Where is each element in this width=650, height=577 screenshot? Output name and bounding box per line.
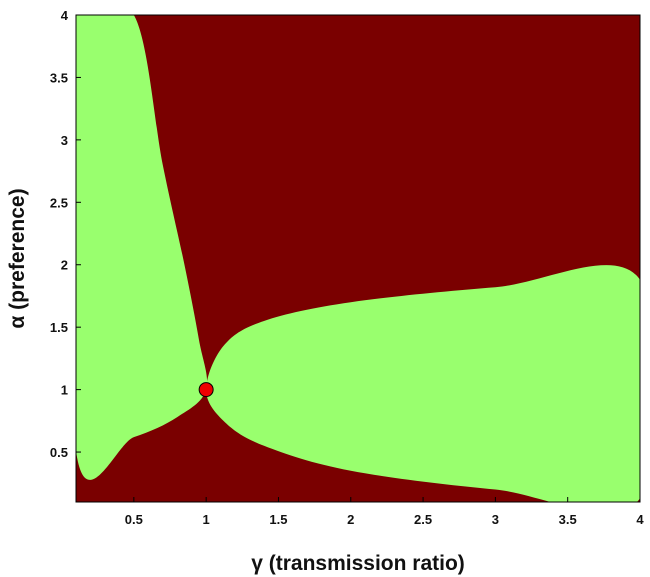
y-tick-label: 2 <box>61 258 68 273</box>
y-axis-ticks: 0.5 1 1.5 2 2.5 3 3.5 4 <box>50 8 81 460</box>
region-1 <box>76 15 208 480</box>
plot-border <box>75 14 641 503</box>
x-tick-label: 1.5 <box>269 512 287 527</box>
points-layer <box>198 382 214 398</box>
x-tick-label: 2.5 <box>414 512 432 527</box>
x-axis-label: γ (transmission ratio) <box>251 552 465 575</box>
y-tick-label: 4 <box>61 8 69 23</box>
y-tick-label: 2.5 <box>50 195 68 210</box>
y-tick-label: 3 <box>61 133 68 148</box>
y-tick-label: 3.5 <box>50 70 68 85</box>
y-tick-label: 1.5 <box>50 320 68 335</box>
regions-layer <box>76 15 640 502</box>
y-tick-label: 0.5 <box>50 445 68 460</box>
x-tick-label: 1 <box>203 512 210 527</box>
x-tick-label: 0.5 <box>125 512 143 527</box>
x-tick-label: 4 <box>636 512 644 527</box>
marker-point-1 <box>198 382 214 398</box>
y-tick-label: 1 <box>61 383 68 398</box>
region-2 <box>206 265 640 502</box>
x-axis-ticks: 0.5 1 1.5 2 2.5 3 3.5 4 <box>125 497 644 527</box>
x-tick-label: 2 <box>347 512 354 527</box>
x-tick-label: 3 <box>492 512 499 527</box>
y-axis-label: α (preference) <box>6 188 29 328</box>
x-tick-label: 3.5 <box>559 512 577 527</box>
